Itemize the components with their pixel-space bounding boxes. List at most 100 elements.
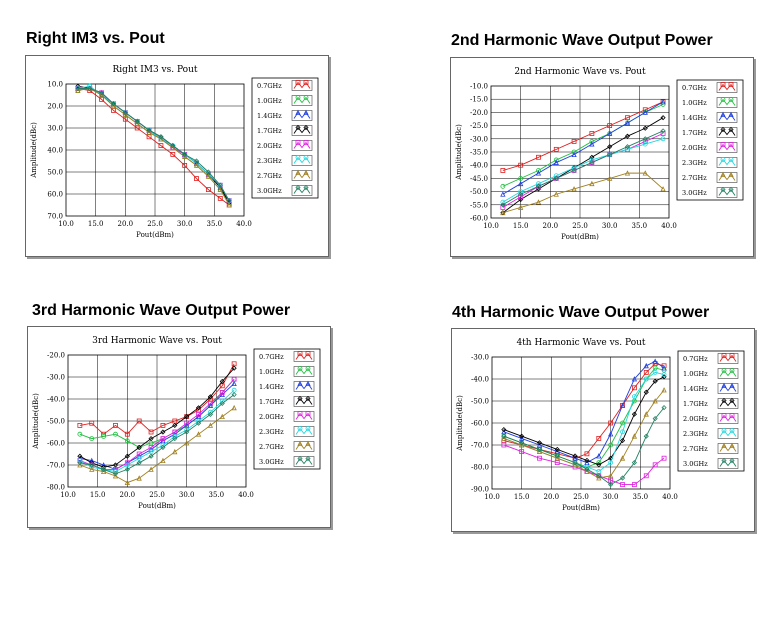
chart-2nd-harmonic: 2nd Harmonic Wave vs. Pout 10.0 15.0 20.0 25… xyxy=(455,67,744,241)
legend-marker xyxy=(729,428,735,433)
data-point xyxy=(642,136,648,142)
data-point xyxy=(518,176,524,181)
legend-line xyxy=(718,158,736,166)
legend-swatch xyxy=(291,185,313,196)
data-point xyxy=(217,186,223,192)
y-tick-label: 40.0 xyxy=(47,147,63,155)
data-point xyxy=(536,154,541,160)
series-line xyxy=(77,87,230,201)
legend-line xyxy=(295,367,313,375)
legend-marker xyxy=(305,366,311,371)
data-point xyxy=(572,453,578,459)
legend-label: 1.0GHz xyxy=(682,99,707,107)
legend-label: 3.0GHz xyxy=(682,189,707,197)
data-point xyxy=(553,157,559,163)
data-point xyxy=(535,170,542,176)
y-tick-label: -10.0 xyxy=(470,83,488,91)
data-point xyxy=(226,202,232,208)
data-point xyxy=(99,90,105,96)
data-point xyxy=(620,429,625,435)
legend-swatch xyxy=(717,428,739,439)
data-point xyxy=(652,416,658,422)
data-point xyxy=(519,433,525,439)
data-point xyxy=(77,460,83,466)
data-point xyxy=(608,442,614,448)
data-point xyxy=(124,431,130,437)
legend-swatch xyxy=(291,170,313,181)
legend-marker xyxy=(729,382,735,388)
data-point xyxy=(136,444,142,450)
data-point xyxy=(608,455,614,461)
data-point xyxy=(589,180,595,187)
legend-marker xyxy=(305,351,311,356)
legend-line xyxy=(719,369,737,377)
y-tick-label: -60.0 xyxy=(47,440,65,448)
legend-marker xyxy=(720,142,726,147)
legend-marker xyxy=(729,353,735,358)
data-point xyxy=(219,413,225,419)
series-line xyxy=(502,172,664,214)
x-tick-label: 20.0 xyxy=(543,222,559,230)
data-point xyxy=(643,473,649,479)
data-point xyxy=(172,448,178,455)
data-point xyxy=(589,139,595,144)
data-point xyxy=(134,118,140,124)
legend-marker xyxy=(728,142,734,147)
data-point xyxy=(631,433,638,439)
x-tick-label: 35.0 xyxy=(209,491,225,499)
chart-im3: Right IM3 vs. Pout 10.0 15.0 20.0 25.0 30.0 35… xyxy=(30,65,319,239)
data-point xyxy=(500,209,506,216)
data-point xyxy=(554,455,560,461)
y-tick-label: -30.0 xyxy=(471,354,489,362)
y-tick-label: 20.0 xyxy=(47,103,63,111)
legend-label: 1.0GHz xyxy=(683,370,708,378)
data-point xyxy=(661,387,667,393)
legend-label: 3.0GHz xyxy=(257,187,282,195)
legend-marker xyxy=(297,351,303,356)
series-line xyxy=(503,376,665,466)
data-point xyxy=(642,125,648,131)
data-point xyxy=(231,380,237,386)
data-point xyxy=(652,462,658,468)
data-point xyxy=(518,204,524,210)
data-point xyxy=(536,440,543,446)
legend-label: 1.7GHz xyxy=(259,398,284,406)
legend-marker xyxy=(305,440,311,446)
data-point xyxy=(589,157,595,163)
x-axis-label: Pout(dBm) xyxy=(561,233,599,241)
legend-label: 0.7GHz xyxy=(257,82,282,90)
legend-marker xyxy=(305,380,311,386)
data-point xyxy=(607,144,613,150)
data-point xyxy=(661,455,667,461)
data-point xyxy=(112,473,119,479)
data-point xyxy=(608,472,614,479)
data-point xyxy=(205,173,212,179)
legend-line xyxy=(719,429,737,437)
y-axis-label: Amplitude(dBc) xyxy=(456,395,464,452)
data-point xyxy=(643,433,649,439)
legend-box xyxy=(253,348,321,470)
chart-panel-4th-harmonic: 4th Harmonic Wave vs. Pout 10.0 15.0 20.0 25… xyxy=(451,328,755,532)
data-point xyxy=(231,365,237,371)
data-point xyxy=(134,120,140,126)
data-point xyxy=(660,102,666,107)
legend-line xyxy=(718,188,736,196)
y-tick-label: -30.0 xyxy=(47,374,65,382)
data-point xyxy=(500,199,506,205)
legend-marker xyxy=(720,111,726,117)
legend-swatch xyxy=(717,368,739,379)
data-point xyxy=(184,420,190,426)
y-tick-label: -60.0 xyxy=(471,420,489,428)
data-point xyxy=(160,436,166,441)
data-point xyxy=(625,115,630,121)
legend-swatch xyxy=(717,458,739,469)
legend-label: 2.3GHz xyxy=(683,430,708,438)
data-point xyxy=(553,175,559,181)
data-point xyxy=(652,370,658,375)
data-point xyxy=(620,420,625,426)
data-point xyxy=(113,431,118,437)
data-point xyxy=(160,444,166,450)
data-point xyxy=(77,453,83,459)
data-point xyxy=(643,376,649,382)
chart-panel-3rd-harmonic: 3rd Harmonic Wave vs. Pout 10.0 15.0 20.0 25… xyxy=(27,326,331,528)
